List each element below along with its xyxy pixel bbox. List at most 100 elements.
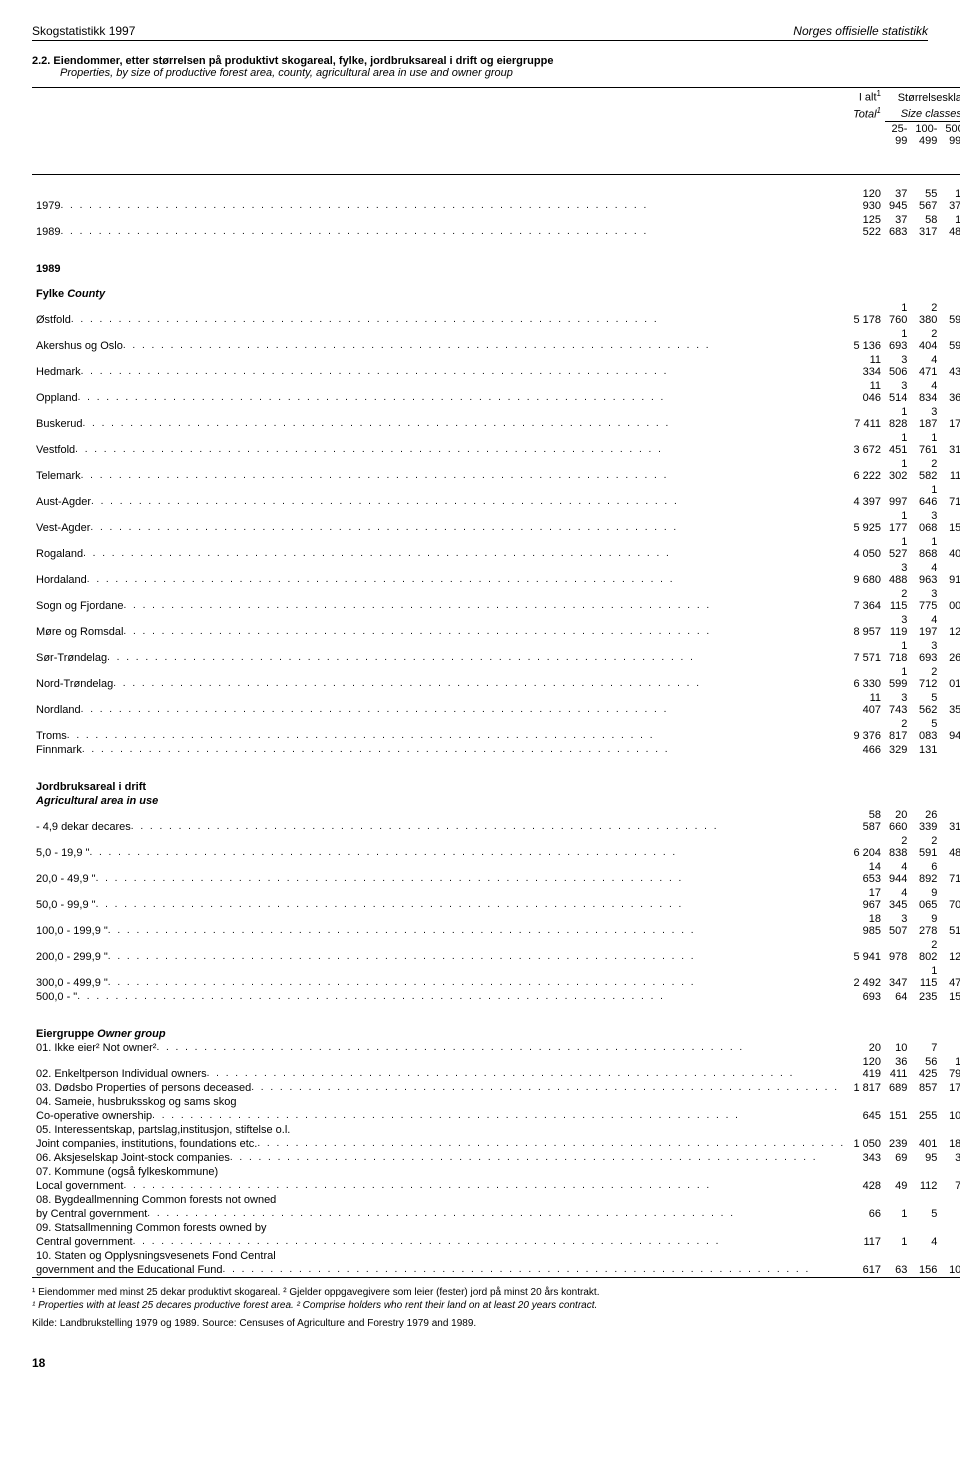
row-label: 300,0 - 499,9 " . . . . . . . . . . . . …: [32, 964, 849, 990]
cell: 2 115: [885, 587, 911, 613]
cell: 2 404: [911, 327, 941, 353]
cell: 347: [885, 964, 911, 990]
cell: 131: [911, 743, 941, 757]
cell: 1 868: [911, 535, 941, 561]
cell: 1 527: [885, 535, 911, 561]
cell: [849, 1123, 885, 1137]
cell: 617: [849, 1263, 885, 1278]
footnote-1: ¹ Eiendommer med minst 25 dekar produkti…: [32, 1286, 928, 1300]
cell: 151: [885, 1109, 911, 1123]
cell: 6 892: [911, 860, 941, 886]
cell: 1 115: [911, 964, 941, 990]
col-c2: 100-499: [911, 121, 941, 148]
cell: 37 683: [885, 213, 911, 239]
row-label: Sør-Trøndelag . . . . . . . . . . . . . …: [32, 639, 849, 665]
cell: [849, 1221, 885, 1235]
row-label: Vestfold . . . . . . . . . . . . . . . .…: [32, 431, 849, 457]
cell: 1 761: [911, 431, 941, 457]
cell: 4 834: [911, 379, 941, 405]
header-right: Norges offisielle statistikk: [793, 24, 928, 38]
cell: 5: [911, 1207, 941, 1221]
cell: 37 945: [885, 187, 911, 213]
cell: 3 513: [941, 912, 960, 938]
cell: 58 587: [849, 808, 885, 834]
cell: 2 492: [849, 964, 885, 990]
cell: 8: [941, 1235, 960, 1249]
cell: 56 425: [911, 1055, 941, 1081]
cell: [941, 1249, 960, 1263]
cell: 1 817: [849, 1081, 885, 1095]
cell: 6: [941, 1207, 960, 1221]
cell: 9 065: [911, 886, 941, 912]
cell: 3 119: [885, 613, 911, 639]
cell: 10: [885, 1041, 911, 1055]
cell: 26 339: [911, 808, 941, 834]
cell: 2 838: [885, 834, 911, 860]
cell: 64: [885, 990, 911, 1004]
cell: 3 743: [885, 691, 911, 717]
cell: 178: [941, 1081, 960, 1095]
row-label: government and the Educational Fund . . …: [32, 1263, 849, 1278]
row-label: 10. Staten og Opplysningsvesenets Fond C…: [32, 1249, 849, 1263]
cell: [941, 1095, 960, 1109]
cell: 7: [911, 1041, 941, 1055]
row-label: 500,0 - " . . . . . . . . . . . . . . . …: [32, 990, 849, 1004]
cell: 14 653: [849, 860, 885, 886]
row-label: Local government . . . . . . . . . . . .…: [32, 1179, 849, 1193]
row-label: Nordland . . . . . . . . . . . . . . . .…: [32, 691, 849, 717]
cell: 158: [941, 990, 960, 1004]
row-label: 05. Interessentskap, partslag,institusjo…: [32, 1123, 849, 1137]
cell: 1 693: [885, 327, 911, 353]
cell: 1 599: [885, 665, 911, 691]
cell: 120 930: [849, 187, 885, 213]
cell: [849, 1249, 885, 1263]
row-label: Hordaland . . . . . . . . . . . . . . . …: [32, 561, 849, 587]
cell: 4 345: [885, 886, 911, 912]
row-label: 09. Statsallmenning Common forests owned…: [32, 1221, 849, 1235]
cell: 1 050: [849, 1137, 885, 1151]
row-label: 06. Aksjeselskap Joint-stock companies .…: [32, 1151, 849, 1165]
cell: 1 177: [941, 405, 960, 431]
cell: 3 187: [911, 405, 941, 431]
row-label: Finnmark . . . . . . . . . . . . . . . .…: [32, 743, 849, 757]
cell: [911, 1123, 941, 1137]
row-label: Aust-Agder . . . . . . . . . . . . . . .…: [32, 483, 849, 509]
cell: 5 941: [849, 938, 885, 964]
cell: 2: [941, 1041, 960, 1055]
cell: 3 693: [911, 639, 941, 665]
cell: 1 124: [941, 938, 960, 964]
row-label: 08. Bygdeallmenning Common forests not o…: [32, 1193, 849, 1207]
cell: 401: [911, 1137, 941, 1151]
cell: 1 128: [941, 613, 960, 639]
cell: 2 712: [911, 665, 941, 691]
cell: 7 411: [849, 405, 885, 431]
row-label: Co-operative ownership . . . . . . . . .…: [32, 1109, 849, 1123]
cell: 18 985: [849, 912, 885, 938]
cell: 1: [885, 1207, 911, 1221]
cell: 997: [885, 483, 911, 509]
cell: 3 672: [849, 431, 885, 457]
cell: 1 760: [885, 301, 911, 327]
cell: 483: [941, 834, 960, 860]
cell: 104: [941, 1109, 960, 1123]
cell: 1 153: [941, 509, 960, 535]
row-label: Central government . . . . . . . . . . .…: [32, 1235, 849, 1249]
cell: 4 944: [885, 860, 911, 886]
cell: [849, 1165, 885, 1179]
cell: 6 222: [849, 457, 885, 483]
cell: 2 582: [911, 457, 941, 483]
cell: 156: [911, 1263, 941, 1278]
data-table: I alt1 Størrelsesklasser i dekar Total1 …: [32, 87, 960, 1278]
cell: 718: [941, 483, 960, 509]
row-label: Møre og Romsdal . . . . . . . . . . . . …: [32, 613, 849, 639]
col-total: I alt1: [849, 88, 885, 105]
cell: 3 507: [885, 912, 911, 938]
cell: 3 488: [885, 561, 911, 587]
cell: 3 506: [885, 353, 911, 379]
cell: 7 364: [849, 587, 885, 613]
cell: 117: [849, 1235, 885, 1249]
cell: 1: [885, 1235, 911, 1249]
footnote-2: ¹ Properties with at least 25 decares pr…: [32, 1299, 928, 1313]
cell: [885, 1193, 911, 1207]
row-label: Rogaland . . . . . . . . . . . . . . . .…: [32, 535, 849, 561]
